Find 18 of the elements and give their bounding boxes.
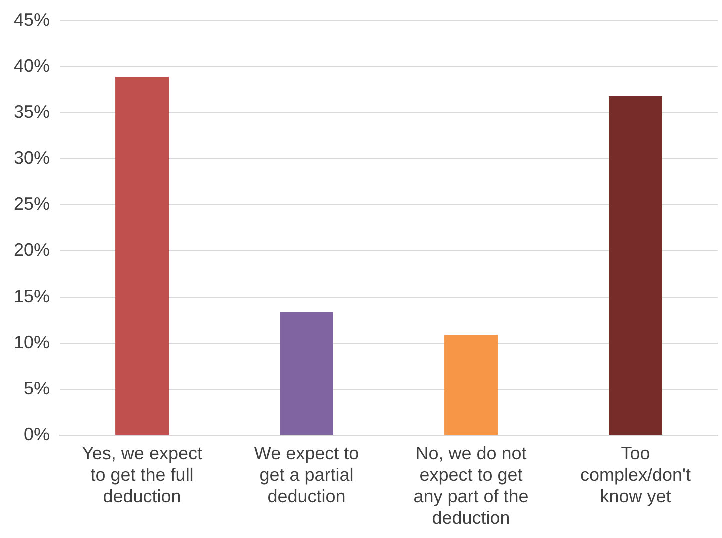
- bar: [116, 77, 170, 436]
- y-tick-label: 5%: [24, 378, 50, 398]
- x-tick-label: We expect to get a partial deduction: [254, 443, 360, 507]
- bar: [444, 335, 498, 436]
- y-tick-label: 25%: [14, 194, 50, 214]
- y-tick-label: 30%: [14, 148, 50, 168]
- bar: [280, 312, 334, 436]
- x-tick-label: Yes, we expect to get the full deduction: [82, 443, 202, 507]
- y-tick-label: 45%: [14, 10, 50, 30]
- bar: [609, 96, 662, 436]
- x-tick-label: No, we do not expect to get any part of the deduction: [414, 443, 529, 528]
- y-tick-label: 20%: [14, 240, 50, 260]
- y-tick-label: 40%: [14, 56, 50, 76]
- y-tick-label: 35%: [14, 102, 50, 122]
- y-tick-label: 0%: [24, 424, 50, 445]
- y-tick-label: 15%: [14, 286, 50, 306]
- y-tick-label: 10%: [14, 332, 50, 352]
- x-tick-label: Too complex/don't know yet: [580, 443, 692, 507]
